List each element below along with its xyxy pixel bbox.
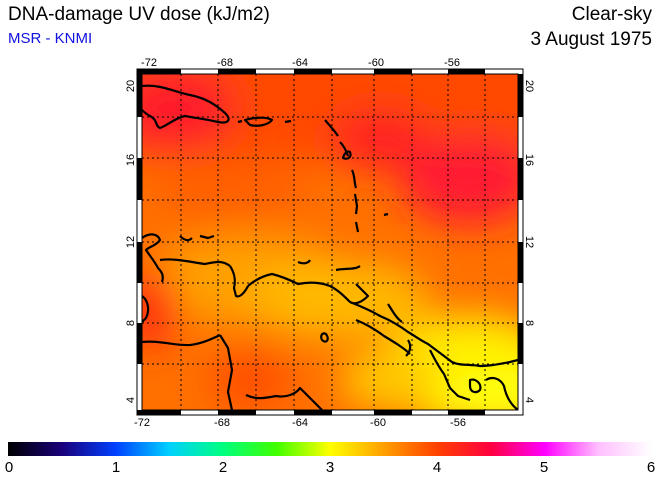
map-title: DNA-damage UV dose (kJ/m2): [8, 4, 270, 25]
map-date: 3 August 1975: [530, 29, 653, 50]
graticule: [142, 74, 518, 410]
lon-labels-bottom: -72 -68 -64 -60 -56: [134, 417, 466, 429]
map-frame: [136, 68, 524, 416]
lat-tick-label: 8: [523, 320, 535, 326]
colorbar-label: 5: [539, 459, 549, 476]
lat-tick-label: 8: [125, 320, 137, 326]
lat-labels-right: 4 8 12 16 20: [523, 80, 535, 403]
map-source: MSR - KNMI: [8, 30, 93, 47]
colorbar-label: 0: [4, 459, 14, 476]
lat-tick-label: 16: [523, 154, 535, 166]
colorbar: [8, 442, 652, 456]
colorbar-label: 2: [218, 459, 228, 476]
lon-tick-label: -72: [141, 57, 157, 69]
lat-tick-label: 20: [523, 80, 535, 92]
lon-tick-label: -60: [370, 417, 386, 429]
lat-tick-label: 16: [125, 154, 137, 166]
lat-tick-label: 12: [125, 236, 137, 248]
coastlines: [142, 84, 518, 410]
lon-tick-label: -68: [217, 57, 233, 69]
lat-tick-label: 12: [523, 236, 535, 248]
lon-tick-label: -56: [450, 417, 466, 429]
colorbar-label: 3: [325, 459, 335, 476]
lon-tick-label: -68: [214, 417, 230, 429]
colorbar-label: 4: [432, 459, 442, 476]
colorbar-label: 1: [111, 459, 121, 476]
lon-tick-label: -60: [368, 57, 384, 69]
dose-field: [142, 74, 518, 410]
lat-labels-left: 4 8 12 16 20: [125, 80, 137, 403]
lon-labels-top: -72 -68 -64 -60 -56: [141, 57, 460, 69]
lon-tick-label: -64: [292, 57, 308, 69]
sky-condition: Clear-sky: [571, 4, 652, 25]
lat-tick-label: 20: [125, 80, 137, 92]
lon-tick-label: -72: [134, 417, 150, 429]
lon-tick-label: -64: [292, 417, 308, 429]
lat-tick-label: 4: [125, 397, 137, 403]
colorbar-label: 6: [646, 459, 656, 476]
uv-dose-map: -72 -68 -64 -60 -56 -72 -68 -64 -60 -56 …: [125, 57, 535, 429]
lat-tick-label: 4: [523, 397, 535, 403]
lon-tick-label: -56: [444, 57, 460, 69]
